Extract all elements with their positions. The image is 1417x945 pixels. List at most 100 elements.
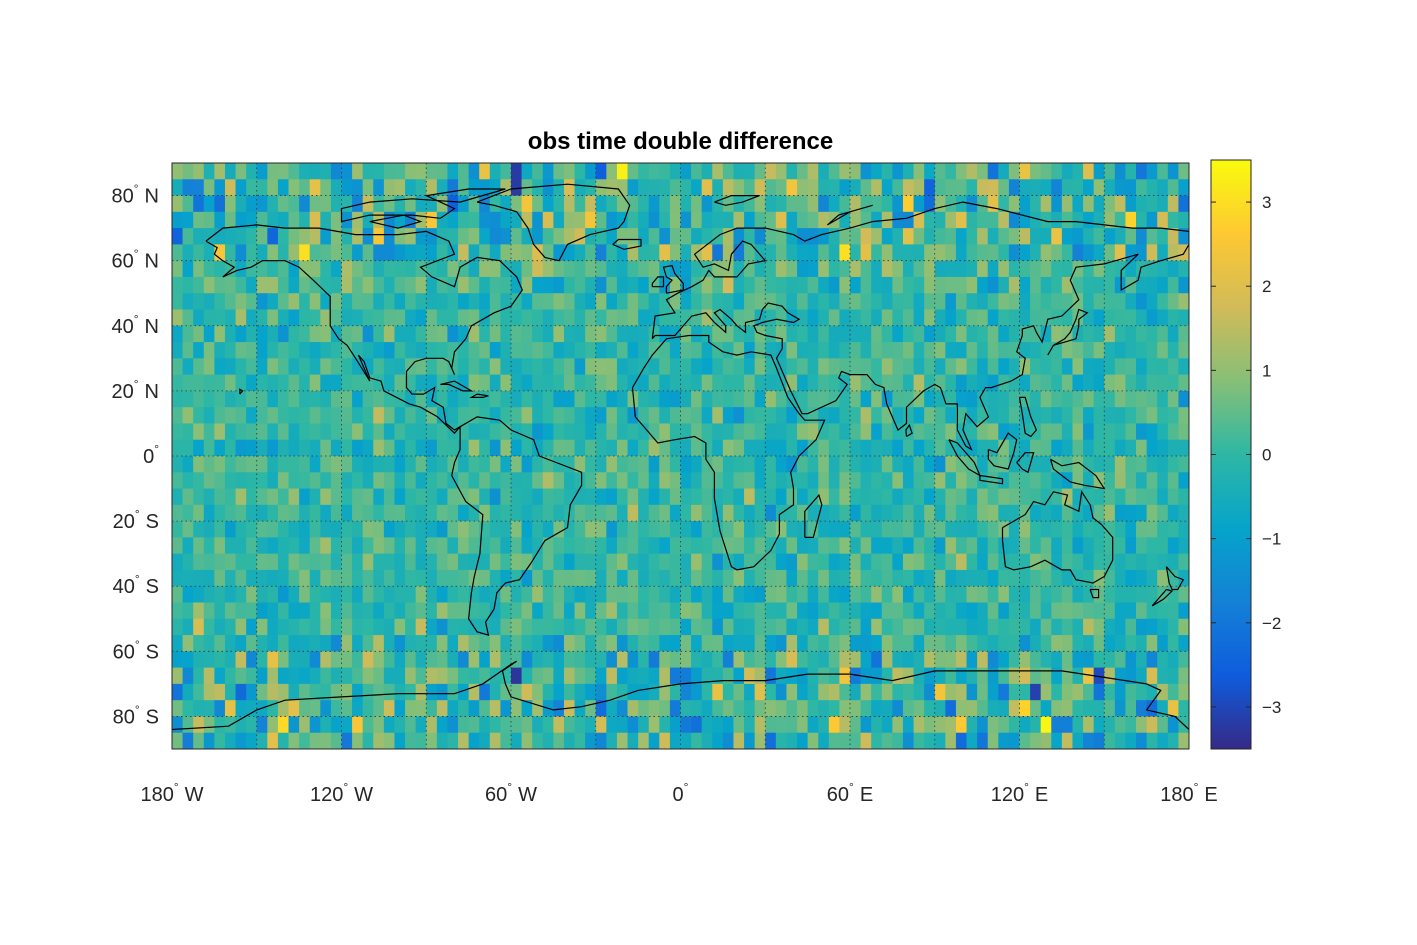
heatmap-cell <box>881 163 893 180</box>
heatmap-cell <box>563 439 576 457</box>
heatmap-cell <box>532 700 544 717</box>
heatmap-cell <box>405 553 417 571</box>
heatmap-cell <box>309 228 321 245</box>
heatmap-cell <box>224 683 237 701</box>
heatmap-cell <box>341 423 353 441</box>
heatmap-cell <box>955 635 968 652</box>
heatmap-cell <box>458 309 470 327</box>
heatmap-cell <box>924 374 936 392</box>
heatmap-cell <box>1008 553 1020 571</box>
heatmap-cell <box>277 537 290 555</box>
heatmap-cell <box>405 228 417 245</box>
y-tick-label: 40° S <box>113 572 159 598</box>
heatmap-cell <box>1072 683 1084 701</box>
heatmap-cell <box>818 618 830 636</box>
heatmap-cell <box>1061 569 1073 587</box>
heatmap-cell <box>1040 521 1052 538</box>
heatmap-cell <box>1051 374 1063 392</box>
heatmap-cell <box>309 342 321 359</box>
heatmap-cell <box>606 716 618 734</box>
heatmap-cell <box>1157 521 1169 538</box>
heatmap-cell <box>1051 309 1063 327</box>
heatmap-cell <box>754 244 766 262</box>
heatmap-cell <box>744 260 756 278</box>
heatmap-cell <box>786 635 798 652</box>
heatmap-cell <box>765 635 777 652</box>
heatmap-cell <box>680 472 692 490</box>
heatmap-cell <box>330 293 342 310</box>
heatmap-cell <box>807 374 819 392</box>
heatmap-cell <box>659 569 671 587</box>
heatmap-cell <box>352 488 364 506</box>
heatmap-cell <box>691 260 703 278</box>
heatmap-cell <box>977 163 989 180</box>
heatmap-cell <box>1146 716 1158 734</box>
heatmap-cell <box>1136 586 1148 603</box>
heatmap-cell <box>341 635 353 652</box>
heatmap-cell <box>892 504 904 522</box>
heatmap-cell <box>436 374 448 392</box>
heatmap-cell <box>521 651 533 669</box>
heatmap-cell <box>638 667 650 685</box>
heatmap-cell <box>987 211 999 229</box>
heatmap-cell <box>426 423 438 441</box>
heatmap-cell <box>775 488 787 506</box>
heatmap-cell <box>193 358 205 376</box>
heatmap-cell <box>786 488 798 506</box>
heatmap-cell <box>987 423 999 441</box>
heatmap-cell <box>235 618 247 636</box>
heatmap-cell <box>712 293 724 310</box>
heatmap-cell <box>871 423 883 441</box>
heatmap-cell <box>574 211 586 229</box>
heatmap-cell <box>839 309 851 327</box>
heatmap-cell <box>977 195 989 213</box>
heatmap-cell <box>977 488 989 506</box>
heatmap-cell <box>977 537 989 555</box>
heatmap-cell <box>1083 325 1095 343</box>
heatmap-cell <box>542 195 554 213</box>
heatmap-cell <box>542 667 554 685</box>
heatmap-cell <box>320 732 332 749</box>
heatmap-cell <box>256 374 268 392</box>
heatmap-cell <box>733 651 745 669</box>
heatmap-cell <box>585 683 597 701</box>
heatmap-cell <box>754 700 766 717</box>
heatmap-cell <box>373 390 385 408</box>
heatmap-cell <box>383 716 395 734</box>
heatmap-cell <box>330 439 342 457</box>
heatmap-cell <box>203 260 215 278</box>
heatmap-cell <box>659 163 671 180</box>
heatmap-cell <box>256 293 268 310</box>
heatmap-cell <box>1104 407 1116 424</box>
heatmap-cell <box>850 244 862 262</box>
heatmap-cell <box>648 228 660 245</box>
heatmap-cell <box>1072 325 1084 343</box>
heatmap-cell <box>765 472 777 490</box>
heatmap-cell <box>320 683 332 701</box>
heatmap-cell <box>267 488 279 506</box>
heatmap-cell <box>458 602 470 620</box>
heatmap-cell <box>553 423 565 441</box>
heatmap-cell <box>1167 732 1179 749</box>
heatmap-cell <box>182 439 194 457</box>
heatmap-cell <box>500 569 512 587</box>
heatmap-cell <box>616 309 629 327</box>
heatmap-cell <box>754 163 766 180</box>
heatmap-cell <box>511 276 523 294</box>
heatmap-cell <box>680 293 692 310</box>
heatmap-cell <box>1104 293 1116 310</box>
heatmap-cell <box>553 488 565 506</box>
heatmap-cell <box>246 553 258 571</box>
heatmap-cell <box>881 423 893 441</box>
heatmap-cell <box>479 423 491 441</box>
y-tick-label: 20° S <box>113 507 159 533</box>
heatmap-cell <box>1125 521 1137 538</box>
heatmap-cell <box>934 716 946 734</box>
heatmap-cell <box>744 716 756 734</box>
heatmap-cell <box>606 358 618 376</box>
heatmap-cell <box>383 163 395 180</box>
heatmap-cell <box>701 228 713 245</box>
heatmap-cell <box>256 276 268 294</box>
heatmap-cell <box>182 260 194 278</box>
heatmap-cell <box>373 423 385 441</box>
